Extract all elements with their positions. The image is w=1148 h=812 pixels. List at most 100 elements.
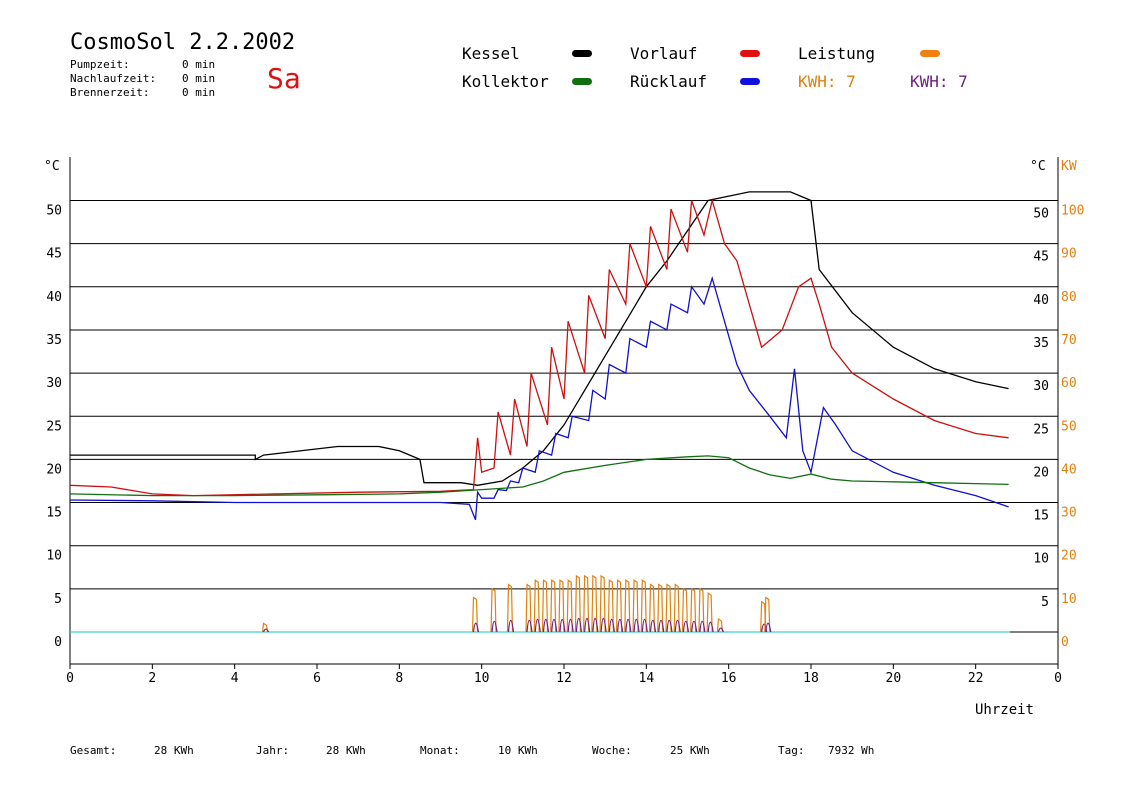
kw-tick-50: 50 <box>1061 419 1077 434</box>
weekday-label: Sa <box>267 62 301 95</box>
power-pulse <box>690 587 697 633</box>
energy-pulse <box>491 620 498 633</box>
footer-gesamt-label: Gesamt: <box>70 744 117 757</box>
legend-kwh-orange: KWH: 7 <box>798 72 856 91</box>
series-vorlauf <box>69 197 1009 497</box>
power-pulse <box>574 574 582 633</box>
power-pulse <box>764 596 771 633</box>
legend-kessel: Kessel <box>462 44 520 63</box>
y-tick-left-30: 30 <box>46 376 62 391</box>
energy-pulse <box>534 618 541 633</box>
kw-tick-0: 0 <box>1061 635 1069 650</box>
x-tick-10: 20 <box>886 671 902 686</box>
x-tick-6: 12 <box>556 671 572 686</box>
legend-leistung: Leistung <box>798 44 876 63</box>
power-pulse <box>640 579 647 633</box>
x-tick-3: 6 <box>313 671 321 686</box>
kw-tick-70: 70 <box>1061 333 1077 348</box>
energy-pulse <box>699 620 706 633</box>
energy-pulse <box>633 618 640 633</box>
power-pulse <box>706 592 713 633</box>
energy-pulse <box>641 618 648 633</box>
legend-ruecklauf-swatch <box>740 78 760 85</box>
power-pulse <box>716 617 724 633</box>
energy-pulse <box>625 618 632 633</box>
footer-jahr-label: Jahr: <box>256 744 290 757</box>
y-unit-left: °C <box>44 159 60 174</box>
kw-tick-30: 30 <box>1061 506 1077 521</box>
kw-tick-60: 60 <box>1061 376 1077 391</box>
y-tick-right-15: 15 <box>1033 509 1049 524</box>
footer-jahr-value: 28 KWh <box>326 744 366 757</box>
x-tick-7: 14 <box>639 671 655 686</box>
energy-pulse <box>765 622 772 633</box>
y-tick-left-10: 10 <box>46 549 62 564</box>
y-tick-left-50: 50 <box>46 204 62 219</box>
power-pulse <box>665 583 672 633</box>
kw-tick-40: 40 <box>1061 462 1077 477</box>
power-pulse <box>583 574 590 633</box>
x-tick-1: 2 <box>148 671 156 686</box>
y-tick-right-45: 45 <box>1033 250 1049 265</box>
footer-monat-label: Monat: <box>420 744 460 757</box>
brennerzeit-label: Brennerzeit: <box>70 86 150 99</box>
pumpzeit-value: 0 min <box>182 58 216 71</box>
legend-vorlauf: Vorlauf <box>630 44 698 63</box>
y-unit-right: °C <box>1030 159 1046 174</box>
energy-pulse <box>717 627 724 633</box>
power-pulse <box>558 579 565 633</box>
footer-woche-label: Woche: <box>592 744 632 757</box>
kw-tick-10: 10 <box>1061 592 1077 607</box>
power-pulse <box>533 579 540 633</box>
energy-pulse <box>674 619 681 633</box>
x-tick-8: 16 <box>721 671 737 686</box>
energy-pulse <box>575 617 583 633</box>
power-pulse <box>261 622 269 633</box>
y-tick-right-25: 25 <box>1033 422 1049 437</box>
power-pulse <box>607 579 614 633</box>
legend-kwh-purple: KWH: 7 <box>910 72 968 91</box>
energy-pulse <box>262 628 270 633</box>
x-tick-4: 8 <box>395 671 403 686</box>
y-tick-right-20: 20 <box>1033 465 1049 480</box>
power-pulse <box>632 579 639 633</box>
energy-pulse <box>658 619 665 633</box>
legend-kessel-swatch <box>572 50 592 57</box>
energy-pulse <box>616 618 624 633</box>
power-pulse <box>471 596 479 633</box>
energy-pulse <box>682 620 690 633</box>
energy-pulse <box>592 617 599 633</box>
y-tick-right-5: 5 <box>1041 595 1049 610</box>
power-pulse <box>566 579 573 633</box>
power-pulse <box>615 579 623 633</box>
energy-pulse <box>472 622 480 633</box>
y-tick-right-40: 40 <box>1033 293 1049 308</box>
legend-leistung-swatch <box>920 50 940 57</box>
y-tick-right-35: 35 <box>1033 336 1049 351</box>
power-pulse <box>525 583 532 633</box>
series-kollektor <box>69 455 1009 497</box>
energy-pulse <box>542 618 550 633</box>
kw-tick-100: 100 <box>1061 204 1084 219</box>
nachlaufzeit-label: Nachlaufzeit: <box>70 72 157 85</box>
energy-pulse <box>526 619 533 633</box>
x-tick-0: 0 <box>66 671 74 686</box>
chart-title: CosmoSol 2.2.2002 <box>70 30 296 55</box>
energy-pulse <box>691 620 698 633</box>
footer-monat-value: 10 KWh <box>498 744 538 757</box>
energy-pulse <box>551 618 558 633</box>
power-pulse <box>490 587 497 633</box>
power-pulse <box>506 583 514 633</box>
y-tick-right-30: 30 <box>1033 379 1049 394</box>
power-pulse <box>698 587 705 633</box>
legend-kollektor-swatch <box>572 78 592 85</box>
power-pulse <box>599 574 606 633</box>
legend-ruecklauf: Rücklauf <box>630 72 708 91</box>
energy-pulse <box>649 619 657 633</box>
energy-pulse <box>608 618 615 633</box>
energy-pulse <box>600 617 607 633</box>
y-tick-left-45: 45 <box>46 247 62 262</box>
series-kessel <box>70 191 1009 486</box>
x-axis-title: Uhrzeit <box>975 702 1034 718</box>
energy-pulse <box>507 619 515 633</box>
